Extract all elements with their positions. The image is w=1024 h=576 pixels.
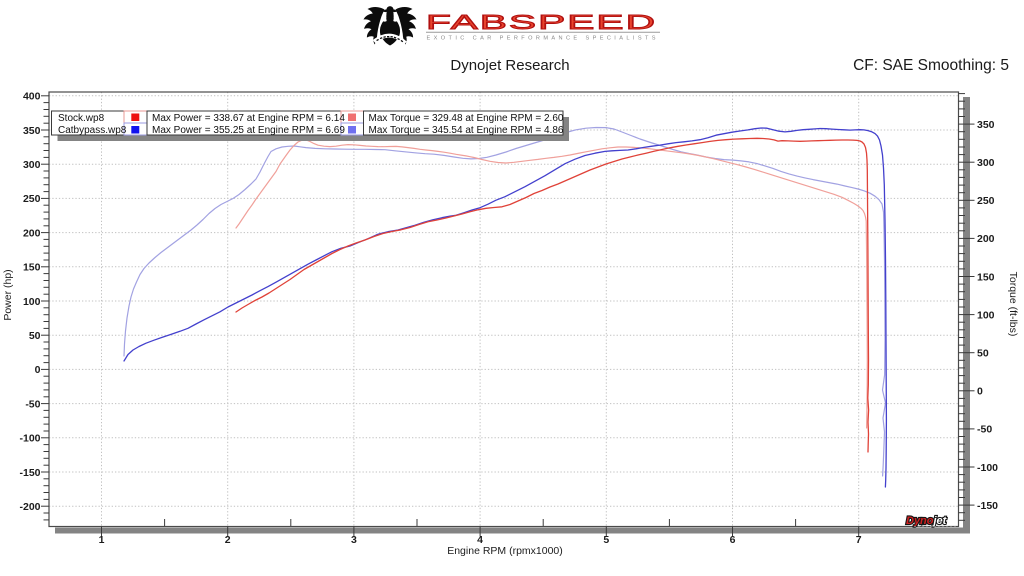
svg-text:150: 150 <box>977 271 995 283</box>
svg-text:350: 350 <box>977 119 995 131</box>
svg-text:7: 7 <box>856 534 862 546</box>
svg-text:-100: -100 <box>19 433 40 445</box>
svg-text:6: 6 <box>730 534 736 546</box>
svg-text:300: 300 <box>23 159 41 171</box>
svg-text:1: 1 <box>99 534 105 546</box>
svg-text:Engine RPM (rpmx1000): Engine RPM (rpmx1000) <box>447 545 563 557</box>
svg-text:Max Power = 355.25 at Engine R: Max Power = 355.25 at Engine RPM = 6.69 <box>152 125 345 136</box>
svg-text:FABSPEED: FABSPEED <box>426 11 657 34</box>
svg-text:50: 50 <box>29 330 41 342</box>
svg-text:Dynojet Research: Dynojet Research <box>450 57 569 74</box>
svg-text:Dynojet: Dynojet <box>906 515 948 527</box>
svg-text:0: 0 <box>977 386 983 398</box>
svg-text:3: 3 <box>351 534 357 546</box>
svg-text:350: 350 <box>23 125 41 137</box>
svg-text:250: 250 <box>23 193 41 205</box>
svg-text:4: 4 <box>477 534 483 546</box>
svg-text:-150: -150 <box>977 500 998 512</box>
svg-text:Max Torque = 345.54 at Engine: Max Torque = 345.54 at Engine RPM = 4.86 <box>369 125 564 136</box>
svg-text:300: 300 <box>977 157 995 169</box>
svg-text:-200: -200 <box>19 501 40 513</box>
svg-text:Power (hp): Power (hp) <box>2 269 14 320</box>
svg-text:5: 5 <box>603 534 609 546</box>
svg-text:400: 400 <box>23 91 41 103</box>
svg-text:250: 250 <box>977 195 995 207</box>
svg-text:-100: -100 <box>977 462 998 474</box>
svg-text:Torque (ft-lbs): Torque (ft-lbs) <box>1007 272 1019 337</box>
svg-text:Max Torque = 329.48 at Engine: Max Torque = 329.48 at Engine RPM = 2.60 <box>369 113 564 124</box>
svg-text:200: 200 <box>23 227 41 239</box>
svg-text:Stock.wp8: Stock.wp8 <box>58 113 105 124</box>
svg-text:100: 100 <box>977 309 995 321</box>
svg-text:-150: -150 <box>19 467 40 479</box>
svg-text:Max Power = 338.67 at Engine R: Max Power = 338.67 at Engine RPM = 6.14 <box>152 113 345 124</box>
svg-text:200: 200 <box>977 233 995 245</box>
svg-text:-50: -50 <box>977 424 992 436</box>
svg-text:CF: SAE Smoothing: 5: CF: SAE Smoothing: 5 <box>853 57 1009 74</box>
svg-text:-50: -50 <box>25 398 40 410</box>
svg-text:50: 50 <box>977 348 989 360</box>
svg-text:Catbypass.wp8: Catbypass.wp8 <box>58 125 127 136</box>
svg-text:Dynojet: Dynojet <box>906 515 948 527</box>
svg-text:100: 100 <box>23 296 41 308</box>
svg-text:EXOTIC CAR PERFORMANCE SPECIAL: EXOTIC CAR PERFORMANCE SPECIALISTS <box>427 36 658 42</box>
svg-text:150: 150 <box>23 262 41 274</box>
svg-text:0: 0 <box>35 364 41 376</box>
svg-text:2: 2 <box>225 534 231 546</box>
